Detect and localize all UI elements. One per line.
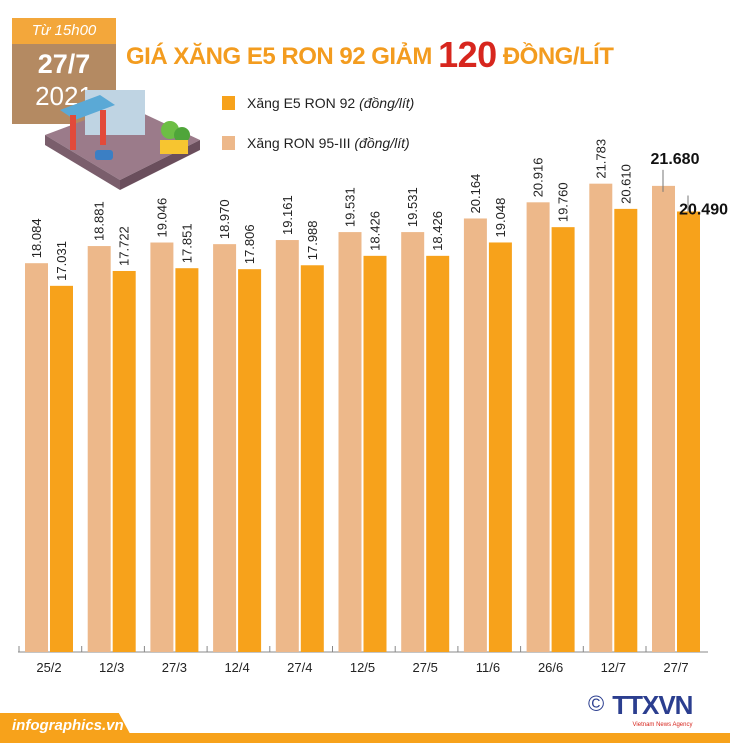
x-tick-label: 27/7 — [663, 660, 688, 675]
x-tick-label: 12/5 — [350, 660, 375, 675]
bar-chart: 25/2 18.084 17.031 12/3 18.881 17.722 27/3 19.0… — [18, 139, 728, 675]
data-label: 19.161 — [280, 195, 295, 235]
x-tick-label: 25/2 — [36, 660, 61, 675]
title-number: 120 — [438, 34, 497, 75]
data-label: 19.760 — [556, 182, 571, 222]
data-label: 17.988 — [305, 220, 320, 260]
bar-ron95 — [87, 246, 111, 652]
bar-e5 — [238, 269, 262, 652]
data-label: 17.031 — [54, 241, 69, 281]
bar-ron95 — [401, 232, 425, 652]
date: 27/7 — [37, 49, 91, 79]
bar-e5 — [426, 255, 450, 652]
data-label: 20.916 — [531, 158, 546, 198]
data-label: 18.970 — [217, 199, 232, 239]
data-label: 17.806 — [242, 224, 257, 264]
data-label: 17.851 — [179, 223, 194, 263]
data-label: 18.426 — [430, 211, 445, 251]
x-tick-label: 12/3 — [99, 660, 124, 675]
x-tick-label: 11/6 — [476, 660, 500, 675]
data-label: 18.426 — [368, 211, 383, 251]
footer: infographics.vn — [0, 713, 730, 743]
data-label: 19.048 — [493, 198, 508, 238]
legend-item-e5: Xăng E5 RON 92 (đồng/lít) — [222, 95, 414, 111]
legend-swatch — [222, 96, 235, 110]
gas-station-illustration — [45, 90, 200, 190]
data-label: 20.610 — [618, 164, 633, 204]
title-unit: ĐỒNG/LÍT — [502, 43, 614, 70]
bar-e5 — [551, 227, 575, 652]
legend-label: Xăng RON 95-III — [247, 135, 351, 151]
bar-ron95 — [150, 242, 174, 653]
legend-swatch — [222, 136, 235, 150]
logo-text: TTXVN — [612, 690, 693, 720]
bar-ron95 — [526, 202, 550, 652]
x-tick-label: 27/4 — [287, 660, 312, 675]
logo-subtext: Vietnam News Agency — [632, 722, 693, 728]
data-label: 19.046 — [154, 198, 169, 238]
legend-unit: (đồng/lít) — [359, 95, 415, 111]
data-label: 19.531 — [405, 187, 420, 227]
x-tick-label: 27/3 — [162, 660, 187, 675]
bar-ron95 — [652, 185, 675, 652]
data-label: 17.722 — [117, 226, 132, 266]
bar-ron95 — [589, 183, 613, 652]
title-text: GIÁ XĂNG E5 RON 92 GIẢM — [126, 43, 432, 70]
x-tick-label: 26/6 — [538, 660, 563, 675]
data-label: 18.084 — [29, 218, 44, 258]
ttxvn-logo: © TTXVN Vietnam News Agency — [588, 690, 693, 729]
site-link[interactable]: infographics.vn — [12, 717, 124, 734]
bar-ron95 — [338, 232, 362, 652]
legend-item-ron95: Xăng RON 95-III (đồng/lít) — [222, 135, 410, 151]
bar-ron95 — [463, 218, 487, 652]
data-label: 21.783 — [593, 139, 608, 179]
bar-e5 — [112, 270, 136, 652]
data-label: 20.490 — [679, 201, 728, 218]
page-title: GIÁ XĂNG E5 RON 92 GIẢM 120 ĐỒNG/LÍT — [126, 34, 614, 76]
bar-e5 — [614, 208, 638, 652]
legend-label: Xăng E5 RON 92 — [247, 95, 356, 111]
bar-ron95 — [213, 244, 237, 652]
bar-e5 — [677, 211, 700, 652]
time-label: Từ 15h00 — [12, 18, 116, 44]
bar-e5 — [363, 255, 387, 652]
data-label: 19.531 — [343, 187, 358, 227]
bar-e5 — [50, 285, 73, 652]
x-tick-label: 12/4 — [224, 660, 249, 675]
x-tick-label: 27/5 — [413, 660, 438, 675]
legend-unit: (đồng/lít) — [354, 135, 410, 151]
bar-ron95 — [25, 263, 48, 652]
bar-ron95 — [275, 240, 299, 652]
x-tick-label: 12/7 — [601, 660, 626, 675]
bar-e5 — [175, 268, 199, 652]
data-label: 21.680 — [651, 151, 700, 168]
bar-e5 — [300, 265, 324, 652]
data-label: 18.881 — [92, 201, 107, 241]
copyright-icon: © — [588, 691, 605, 716]
bar-e5 — [488, 242, 512, 652]
data-label: 20.164 — [468, 174, 483, 214]
